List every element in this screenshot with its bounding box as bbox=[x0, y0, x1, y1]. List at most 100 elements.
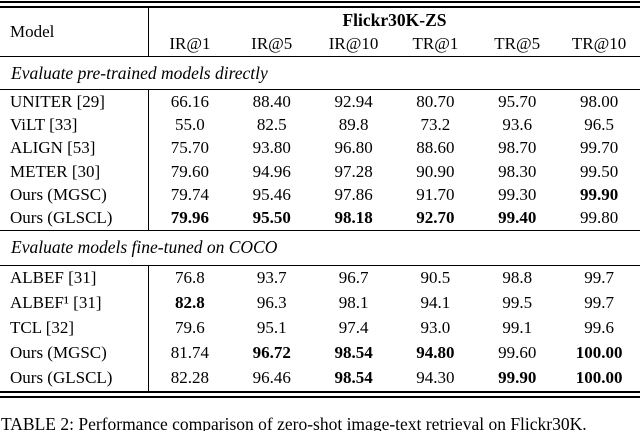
metric-values: 76.8 93.7 96.7 90.5 98.8 99.7 bbox=[148, 265, 640, 291]
metric-values: 82.8 96.3 98.1 94.1 99.5 99.7 bbox=[148, 290, 640, 316]
model-name-cell: ALIGN [53] bbox=[10, 138, 96, 158]
metric-value-cell: 99.60 bbox=[498, 343, 537, 363]
metric-value-cell: 82.8 bbox=[175, 293, 205, 313]
metric-value-cell: 88.40 bbox=[252, 91, 291, 111]
metric-value-cell: 99.7 bbox=[584, 293, 614, 313]
metric-value-cell: 93.7 bbox=[256, 268, 287, 288]
metric-value-cell: 82.28 bbox=[170, 368, 210, 388]
metric-value-cell: 93.0 bbox=[420, 318, 451, 338]
metric-value-cell: 90.5 bbox=[420, 268, 451, 288]
metric-value-cell: 82.5 bbox=[256, 114, 287, 134]
dataset-group-header: Flickr30K-ZS bbox=[342, 10, 447, 30]
metric-value-cell: 79.96 bbox=[170, 208, 210, 228]
metric-value-cell: 73.2 bbox=[420, 114, 451, 134]
metric-values: 66.16 88.40 92.94 80.70 95.70 98.00 bbox=[148, 90, 640, 114]
model-name-cell: ViLT [33] bbox=[10, 114, 78, 134]
metric-value-cell: 95.70 bbox=[498, 91, 537, 111]
metric-value-cell: 99.40 bbox=[498, 208, 537, 228]
section-divider-rule bbox=[0, 89, 640, 90]
column-header-ir-5: IR@5 bbox=[251, 34, 293, 53]
model-name-cell: ALBEF¹ [31] bbox=[10, 293, 102, 313]
metric-value-cell: 97.28 bbox=[334, 161, 373, 181]
metric-value-cell: 75.70 bbox=[170, 138, 210, 158]
metric-value-cell: 98.70 bbox=[498, 138, 537, 158]
metric-value-cell: 92.94 bbox=[334, 91, 373, 111]
table-row: Ours (MGSC) 81.74 96.72 98.54 94.80 99.60 100.… bbox=[0, 340, 640, 366]
header-divider-rule bbox=[0, 56, 640, 57]
table-top-rule bbox=[0, 1, 640, 8]
metric-value-cell: 92.70 bbox=[416, 208, 455, 228]
metric-value-cell: 100.00 bbox=[575, 343, 623, 363]
metric-value-cell: 99.1 bbox=[502, 318, 533, 338]
metric-value-cell: 91.70 bbox=[416, 184, 455, 204]
model-name-cell: TCL [32] bbox=[10, 318, 75, 338]
metric-value-cell: 99.50 bbox=[579, 161, 619, 181]
metric-value-cell: 88.60 bbox=[416, 138, 455, 158]
metric-value-cell: 98.8 bbox=[502, 268, 533, 288]
column-header-tr-1: TR@1 bbox=[412, 34, 459, 53]
metric-value-cell: 94.1 bbox=[420, 293, 451, 313]
metric-value-cell: 93.6 bbox=[502, 114, 533, 134]
metric-value-cell: 95.46 bbox=[252, 184, 291, 204]
metric-value-cell: 99.30 bbox=[498, 184, 537, 204]
table-row: TCL [32] 79.6 95.1 97.4 93.0 99.1 99.6 bbox=[0, 315, 640, 341]
model-name-cell: ALBEF [31] bbox=[10, 268, 97, 288]
metric-value-cell: 79.74 bbox=[170, 184, 210, 204]
metric-value-cell: 96.3 bbox=[256, 293, 287, 313]
metric-value-cell: 80.70 bbox=[416, 91, 455, 111]
metric-value-cell: 99.90 bbox=[579, 184, 619, 204]
metric-value-cell: 99.90 bbox=[498, 368, 537, 388]
table-row: ViLT [33] 55.0 82.5 89.8 73.2 93.6 96.5 bbox=[0, 113, 640, 137]
column-header-ir-1: IR@1 bbox=[169, 34, 211, 53]
table-body-finetuned: ALBEF [31] 76.8 93.7 96.7 90.5 98.8 99.7 ALBEF¹… bbox=[0, 265, 640, 391]
model-name-cell: Ours (GLSCL) bbox=[10, 368, 113, 388]
metric-value-cell: 93.80 bbox=[252, 138, 291, 158]
column-header-ir-10: IR@10 bbox=[328, 34, 379, 53]
table-row: ALIGN [53] 75.70 93.80 96.80 88.60 98.70 99.70 bbox=[0, 136, 640, 160]
section-title-pretrained: Evaluate pre-trained models directly bbox=[11, 62, 268, 83]
table-row: ALBEF [31] 76.8 93.7 96.7 90.5 98.8 99.7 bbox=[0, 265, 640, 291]
metric-value-cell: 99.6 bbox=[584, 318, 614, 338]
model-name-cell: METER [30] bbox=[10, 161, 101, 181]
metric-value-cell: 99.7 bbox=[584, 268, 614, 288]
metric-value-cell: 98.54 bbox=[334, 343, 373, 363]
metric-value-cell: 96.72 bbox=[252, 343, 291, 363]
metric-value-cell: 96.7 bbox=[338, 268, 369, 288]
metrics-header-group: Flickr30K-ZS IR@1 IR@5 IR@10 TR@1 TR@5 TR@10 bbox=[148, 8, 640, 56]
metric-value-cell: 79.6 bbox=[175, 318, 205, 338]
metric-value-cell: 98.1 bbox=[338, 293, 369, 313]
metric-value-cell: 98.18 bbox=[334, 208, 373, 228]
section-title-finetuned: Evaluate models fine-tuned on COCO bbox=[11, 237, 278, 258]
metric-value-cell: 98.54 bbox=[334, 368, 373, 388]
metric-value-cell: 96.5 bbox=[584, 114, 614, 134]
metric-values: 55.0 82.5 89.8 73.2 93.6 96.5 bbox=[148, 113, 640, 137]
metric-values: 75.70 93.80 96.80 88.60 98.70 99.70 bbox=[148, 136, 640, 160]
table-bottom-rule bbox=[0, 390, 640, 398]
metric-value-cell: 95.50 bbox=[252, 208, 291, 228]
metric-values: 79.74 95.46 97.86 91.70 99.30 99.90 bbox=[148, 183, 640, 207]
metric-values: 79.60 94.96 97.28 90.90 98.30 99.50 bbox=[148, 159, 640, 184]
model-name-cell: UNITER [29] bbox=[10, 91, 105, 111]
results-table: Model Flickr30K-ZS IR@1 IR@5 IR@10 TR@1 TR@5… bbox=[0, 1, 640, 398]
metric-value-cell: 99.80 bbox=[579, 208, 619, 228]
metric-value-cell: 94.80 bbox=[416, 343, 455, 363]
metric-value-cell: 81.74 bbox=[170, 343, 210, 363]
model-name-cell: Ours (MGSC) bbox=[10, 184, 107, 204]
table-row: Ours (MGSC) 79.74 95.46 97.86 91.70 99.30 99.9… bbox=[0, 183, 640, 207]
table-caption: TABLE 2: Performance comparison of zero-… bbox=[1, 413, 587, 431]
metric-value-cell: 99.70 bbox=[579, 138, 619, 158]
table-row: METER [30] 79.60 94.96 97.28 90.90 98.30 99.50 bbox=[0, 159, 640, 184]
column-header-tr-5: TR@5 bbox=[494, 34, 541, 53]
metric-value-cell: 55.0 bbox=[175, 114, 205, 134]
metric-value-cell: 76.8 bbox=[175, 268, 205, 288]
metric-value-cell: 66.16 bbox=[170, 91, 210, 111]
section-divider-rule bbox=[0, 229, 640, 231]
model-name-cell: Ours (GLSCL) bbox=[10, 208, 113, 228]
metric-value-cell: 100.00 bbox=[575, 368, 623, 388]
metric-value-cell: 98.00 bbox=[579, 91, 619, 111]
metric-value-cell: 97.4 bbox=[338, 318, 369, 338]
metric-value-cell: 97.86 bbox=[334, 184, 373, 204]
metric-values: 79.96 95.50 98.18 92.70 99.40 99.80 bbox=[148, 206, 640, 230]
section-divider-rule bbox=[0, 264, 640, 266]
